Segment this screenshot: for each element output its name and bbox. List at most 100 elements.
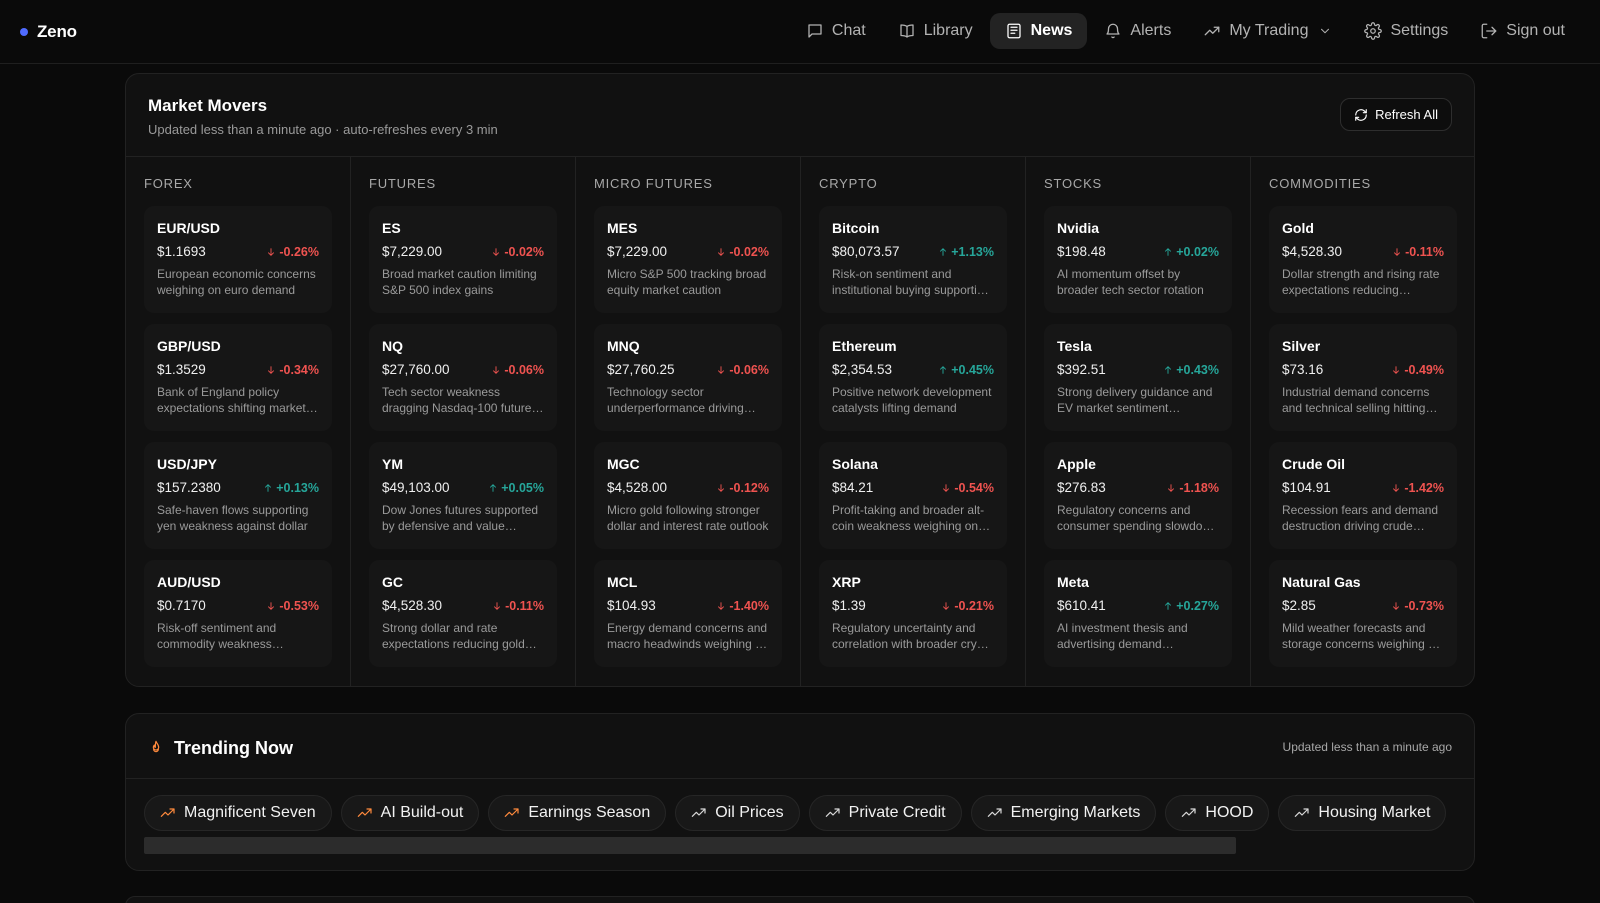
asset-card[interactable]: Crude Oil $104.91 -1.42% Recession fears an… bbox=[1269, 442, 1457, 549]
arrow-down-icon bbox=[943, 602, 950, 610]
arrow-down-icon bbox=[268, 366, 275, 374]
asset-change-value: -0.73% bbox=[1404, 599, 1444, 613]
arrow-up-icon bbox=[490, 484, 497, 492]
asset-change-value: -1.40% bbox=[729, 599, 769, 613]
asset-card[interactable]: Apple $276.83 -1.18% Regulatory concerns an… bbox=[1044, 442, 1232, 549]
arrow-down-icon bbox=[268, 248, 275, 256]
asset-card[interactable]: GC $4,528.30 -0.11% Strong dollar and rate … bbox=[369, 560, 557, 667]
asset-name: Bitcoin bbox=[832, 220, 880, 236]
market-column-title: STOCKS bbox=[1044, 176, 1103, 191]
asset-card[interactable]: ES $7,229.00 -0.02% Broad market caution li… bbox=[369, 206, 557, 313]
asset-price: $84.21 bbox=[832, 480, 874, 495]
trending-chips: Magnificent Seven AI Build-out Earnings Se… bbox=[144, 795, 1454, 831]
trending-chip-private-credit[interactable]: Private Credit bbox=[808, 795, 962, 831]
asset-card[interactable]: AUD/USD $0.7170 -0.53% Risk-off sentiment a… bbox=[144, 560, 332, 667]
refresh-all-label: Refresh All bbox=[1375, 107, 1438, 122]
asset-change: -0.53% bbox=[266, 597, 319, 615]
gear-icon bbox=[1364, 22, 1383, 40]
refresh-all-button[interactable]: Refresh All bbox=[1340, 98, 1452, 131]
market-column-crypto: CRYPTO Bitcoin $80,073.57 +1.13% Risk-on sen… bbox=[801, 157, 1026, 686]
chevron-down-icon bbox=[1321, 28, 1330, 34]
asset-description: Mild weather forecasts and storage conce… bbox=[1282, 621, 1442, 651]
market-movers-panel: Market Movers Updated less than a minute… bbox=[125, 73, 1475, 687]
trending-up-icon bbox=[357, 808, 372, 817]
asset-name: NQ bbox=[382, 338, 403, 354]
asset-price: $7,229.00 bbox=[382, 244, 443, 259]
asset-card[interactable]: MCL $104.93 -1.40% Energy demand concerns a… bbox=[594, 560, 782, 667]
asset-card[interactable]: Ethereum $2,354.53 +0.45% Positive network … bbox=[819, 324, 1007, 431]
asset-price: $198.48 bbox=[1057, 244, 1106, 259]
arrow-down-icon bbox=[718, 602, 725, 610]
asset-card[interactable]: USD/JPY $157.2380 +0.13% Safe-haven flows s… bbox=[144, 442, 332, 549]
asset-card[interactable]: NQ $27,760.00 -0.06% Tech sector weakness d… bbox=[369, 324, 557, 431]
asset-name: Meta bbox=[1057, 574, 1089, 590]
asset-price-row: $276.83 -1.18% bbox=[1057, 479, 1219, 497]
trending-chip-earnings-season[interactable]: Earnings Season bbox=[488, 795, 667, 831]
asset-price: $80,073.57 bbox=[832, 244, 900, 259]
nav-item-alerts[interactable]: Alerts bbox=[1089, 13, 1186, 49]
asset-card[interactable]: MNQ $27,760.25 -0.06% Technology sector und… bbox=[594, 324, 782, 431]
asset-price-row: $0.7170 -0.53% bbox=[157, 597, 319, 615]
market-column-commodities: COMMODITIES Gold $4,528.30 -0.11% Dollar str… bbox=[1251, 157, 1474, 686]
brand[interactable]: Zeno bbox=[20, 20, 77, 44]
asset-change: -0.06% bbox=[716, 361, 769, 379]
asset-description: European economic concerns weighing on e… bbox=[157, 267, 316, 297]
newspaper-icon bbox=[1006, 23, 1021, 39]
asset-price-row: $1.3529 -0.34% bbox=[157, 361, 319, 379]
nav-item-library[interactable]: Library bbox=[883, 13, 988, 49]
trending-up-icon bbox=[1182, 808, 1197, 817]
trending-chip-housing-market[interactable]: Housing Market bbox=[1278, 795, 1447, 831]
trending-chip-oil-prices[interactable]: Oil Prices bbox=[675, 795, 800, 831]
asset-change-value: -0.21% bbox=[954, 599, 994, 613]
market-column-cards: MES $7,229.00 -0.02% Micro S&P 500 tracking… bbox=[594, 206, 782, 678]
arrow-down-icon bbox=[718, 484, 725, 492]
nav-item-label: My Trading bbox=[1229, 22, 1309, 39]
asset-card[interactable]: GBP/USD $1.3529 -0.34% Bank of England poli… bbox=[144, 324, 332, 431]
asset-change-value: +0.05% bbox=[501, 481, 544, 495]
asset-change: -1.42% bbox=[1391, 479, 1444, 497]
asset-change: +0.45% bbox=[938, 361, 994, 379]
asset-card[interactable]: Nvidia $198.48 +0.02% AI momentum offset by… bbox=[1044, 206, 1232, 313]
asset-card[interactable]: Solana $84.21 -0.54% Profit-taking and broa… bbox=[819, 442, 1007, 549]
asset-card[interactable]: Natural Gas $2.85 -0.73% Mild weather forec… bbox=[1269, 560, 1457, 667]
asset-card[interactable]: Gold $4,528.30 -0.11% Dollar strength and r… bbox=[1269, 206, 1457, 313]
nav-item-label: Chat bbox=[831, 22, 866, 39]
arrow-up-icon bbox=[1165, 248, 1172, 256]
market-column-cards: Bitcoin $80,073.57 +1.13% Risk-on sentiment… bbox=[819, 206, 1007, 678]
asset-card[interactable]: MGC $4,528.00 -0.12% Micro gold following s… bbox=[594, 442, 782, 549]
asset-card[interactable]: Silver $73.16 -0.49% Industrial demand conc… bbox=[1269, 324, 1457, 431]
asset-description: Regulatory uncertainty and correlation w… bbox=[832, 621, 994, 651]
trending-chip-hood[interactable]: HOOD bbox=[1165, 795, 1270, 831]
asset-card[interactable]: Tesla $392.51 +0.43% Strong delivery guidan… bbox=[1044, 324, 1232, 431]
asset-card[interactable]: EUR/USD $1.1693 -0.26% European economic co… bbox=[144, 206, 332, 313]
asset-card[interactable]: Meta $610.41 +0.27% AI investment thesis an… bbox=[1044, 560, 1232, 667]
asset-description: Regulatory concerns and consumer spendin… bbox=[1057, 503, 1218, 533]
nav-item-news[interactable]: News bbox=[989, 13, 1088, 49]
asset-card[interactable]: MES $7,229.00 -0.02% Micro S&P 500 tracking… bbox=[594, 206, 782, 313]
asset-price-row: $2,354.53 +0.45% bbox=[832, 361, 994, 379]
asset-card[interactable]: Bitcoin $80,073.57 +1.13% Risk-on sentiment… bbox=[819, 206, 1007, 313]
asset-card[interactable]: XRP $1.39 -0.21% Regulatory uncertainty and… bbox=[819, 560, 1007, 667]
flame-icon bbox=[152, 740, 160, 753]
trending-chip-magnificent-seven[interactable]: Magnificent Seven bbox=[144, 795, 332, 831]
asset-change-value: -0.53% bbox=[279, 599, 319, 613]
trending-up-icon bbox=[505, 808, 519, 817]
arrow-down-icon bbox=[1393, 602, 1400, 610]
trending-chip-emerging-markets[interactable]: Emerging Markets bbox=[970, 795, 1157, 831]
arrow-up-icon bbox=[940, 248, 947, 256]
horizontal-scrollbar[interactable] bbox=[144, 837, 1236, 854]
asset-price: $1.3529 bbox=[157, 362, 206, 377]
nav-item-settings[interactable]: Settings bbox=[1349, 13, 1463, 49]
asset-card[interactable]: YM $49,103.00 +0.05% Dow Jones futures supp… bbox=[369, 442, 557, 549]
trending-chip-ai-build-out[interactable]: AI Build-out bbox=[340, 795, 480, 831]
bell-icon bbox=[1106, 23, 1121, 39]
asset-change: -0.06% bbox=[491, 361, 544, 379]
trending-up-icon bbox=[987, 808, 1002, 817]
asset-change-value: -0.26% bbox=[279, 245, 319, 259]
nav-item-chat[interactable]: Chat bbox=[791, 13, 881, 49]
asset-description: Strong dollar and rate expectations redu… bbox=[382, 621, 525, 651]
nav-item-sign-out[interactable]: Sign out bbox=[1465, 13, 1580, 49]
asset-change-value: -0.02% bbox=[504, 245, 544, 259]
market-movers-subtitle: Updated less than a minute ago · auto-re… bbox=[148, 122, 498, 137]
nav-item-my-trading[interactable]: My Trading bbox=[1188, 13, 1347, 49]
